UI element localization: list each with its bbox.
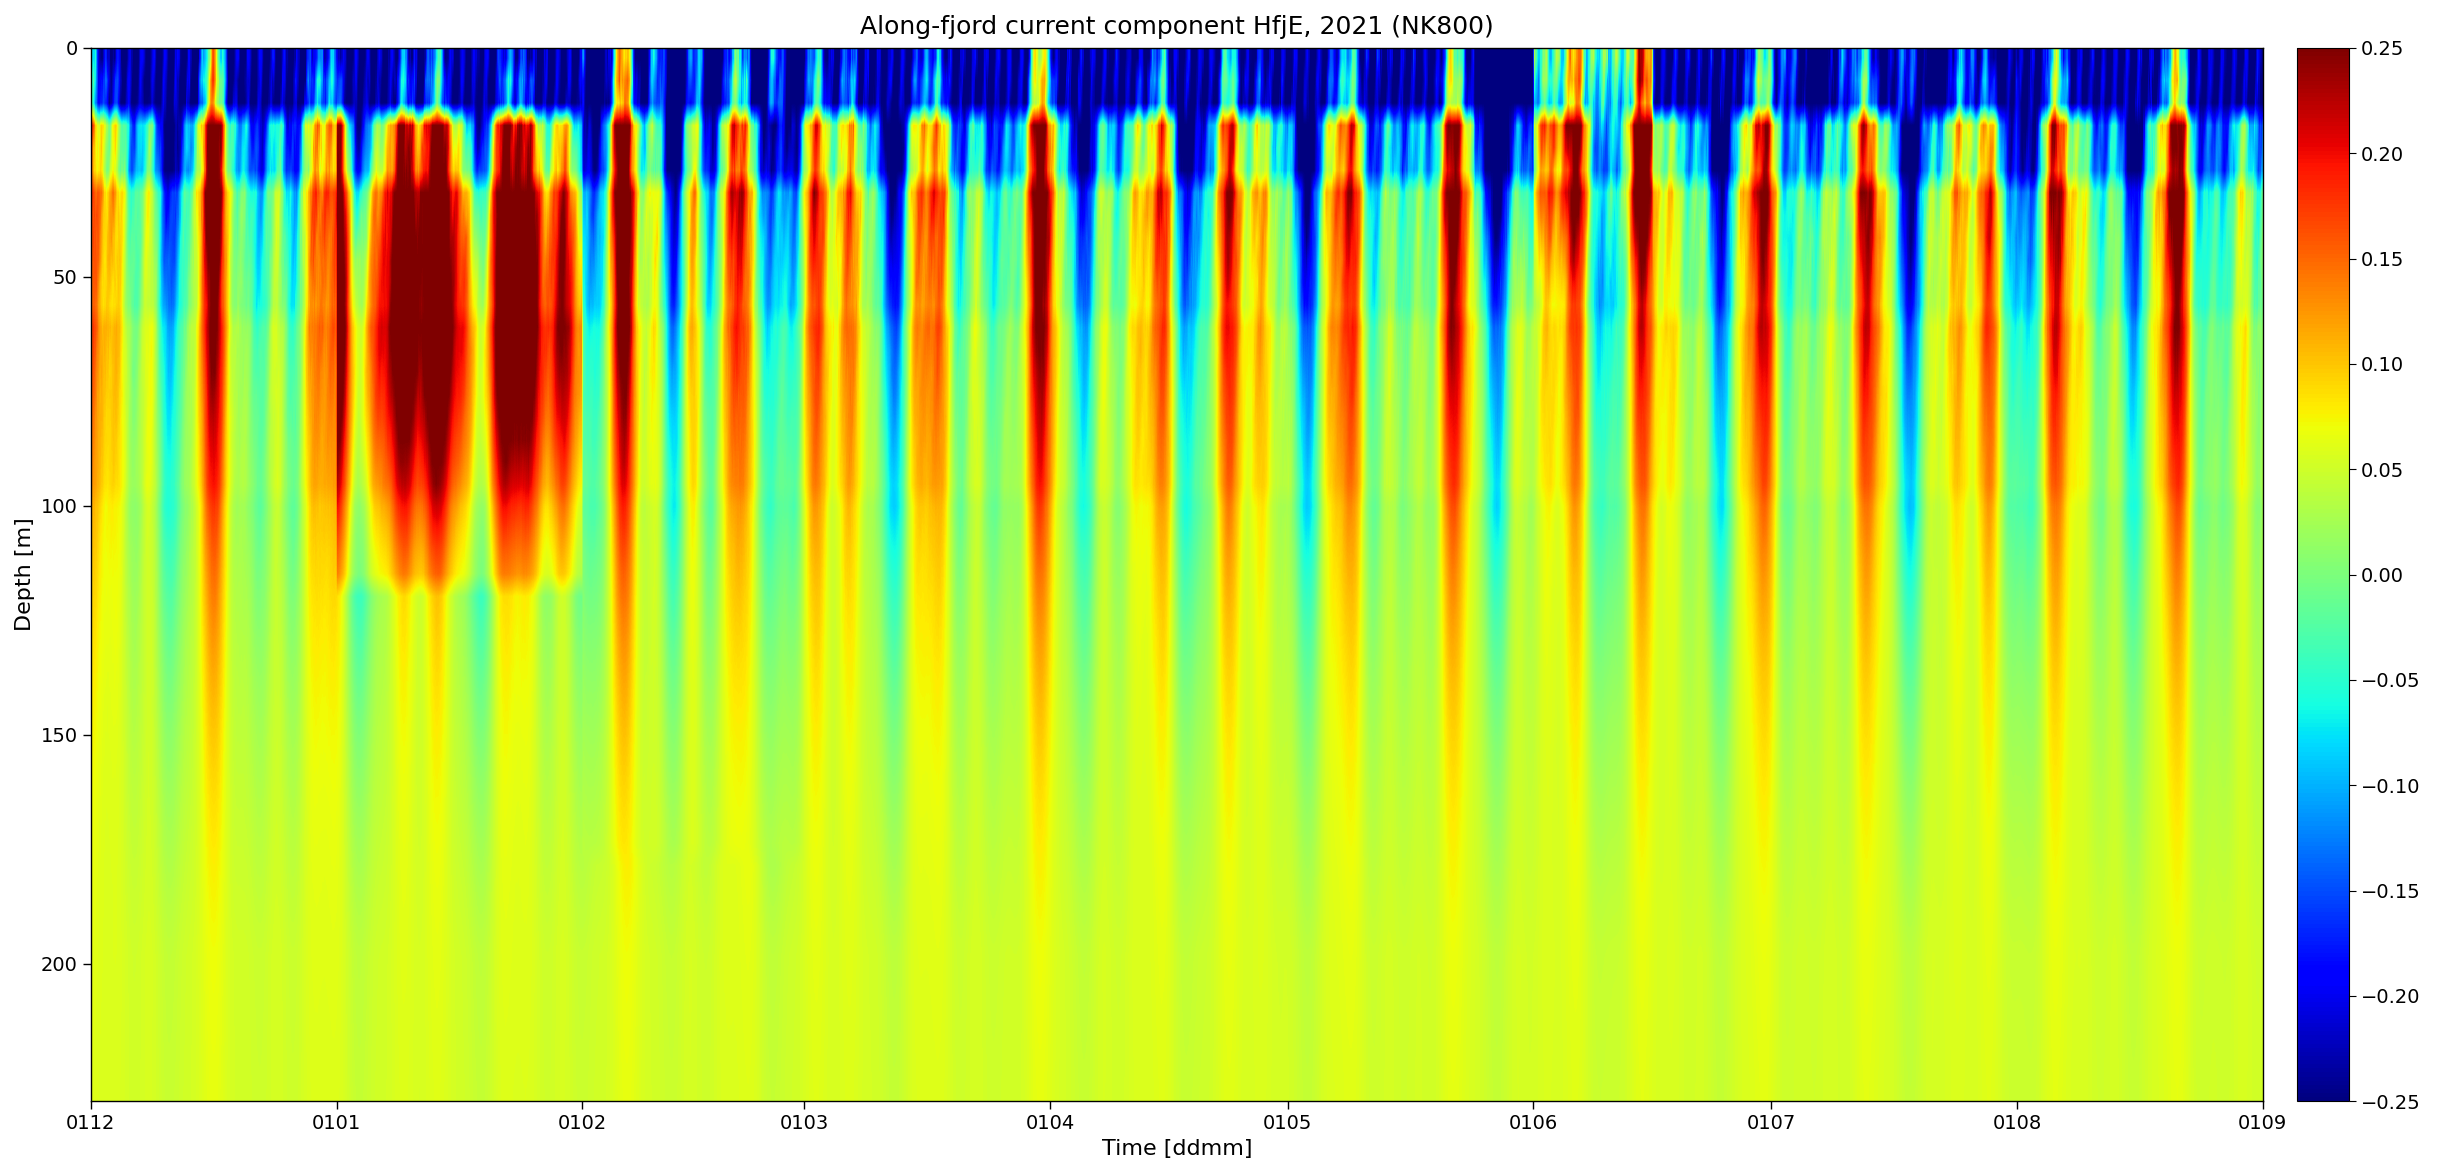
Y-axis label: Depth [m]: Depth [m] xyxy=(15,518,34,632)
X-axis label: Time [ddmm]: Time [ddmm] xyxy=(1100,1139,1252,1159)
Title: Along-fjord current component HfjE, 2021 (NK800): Along-fjord current component HfjE, 2021… xyxy=(859,15,1493,39)
